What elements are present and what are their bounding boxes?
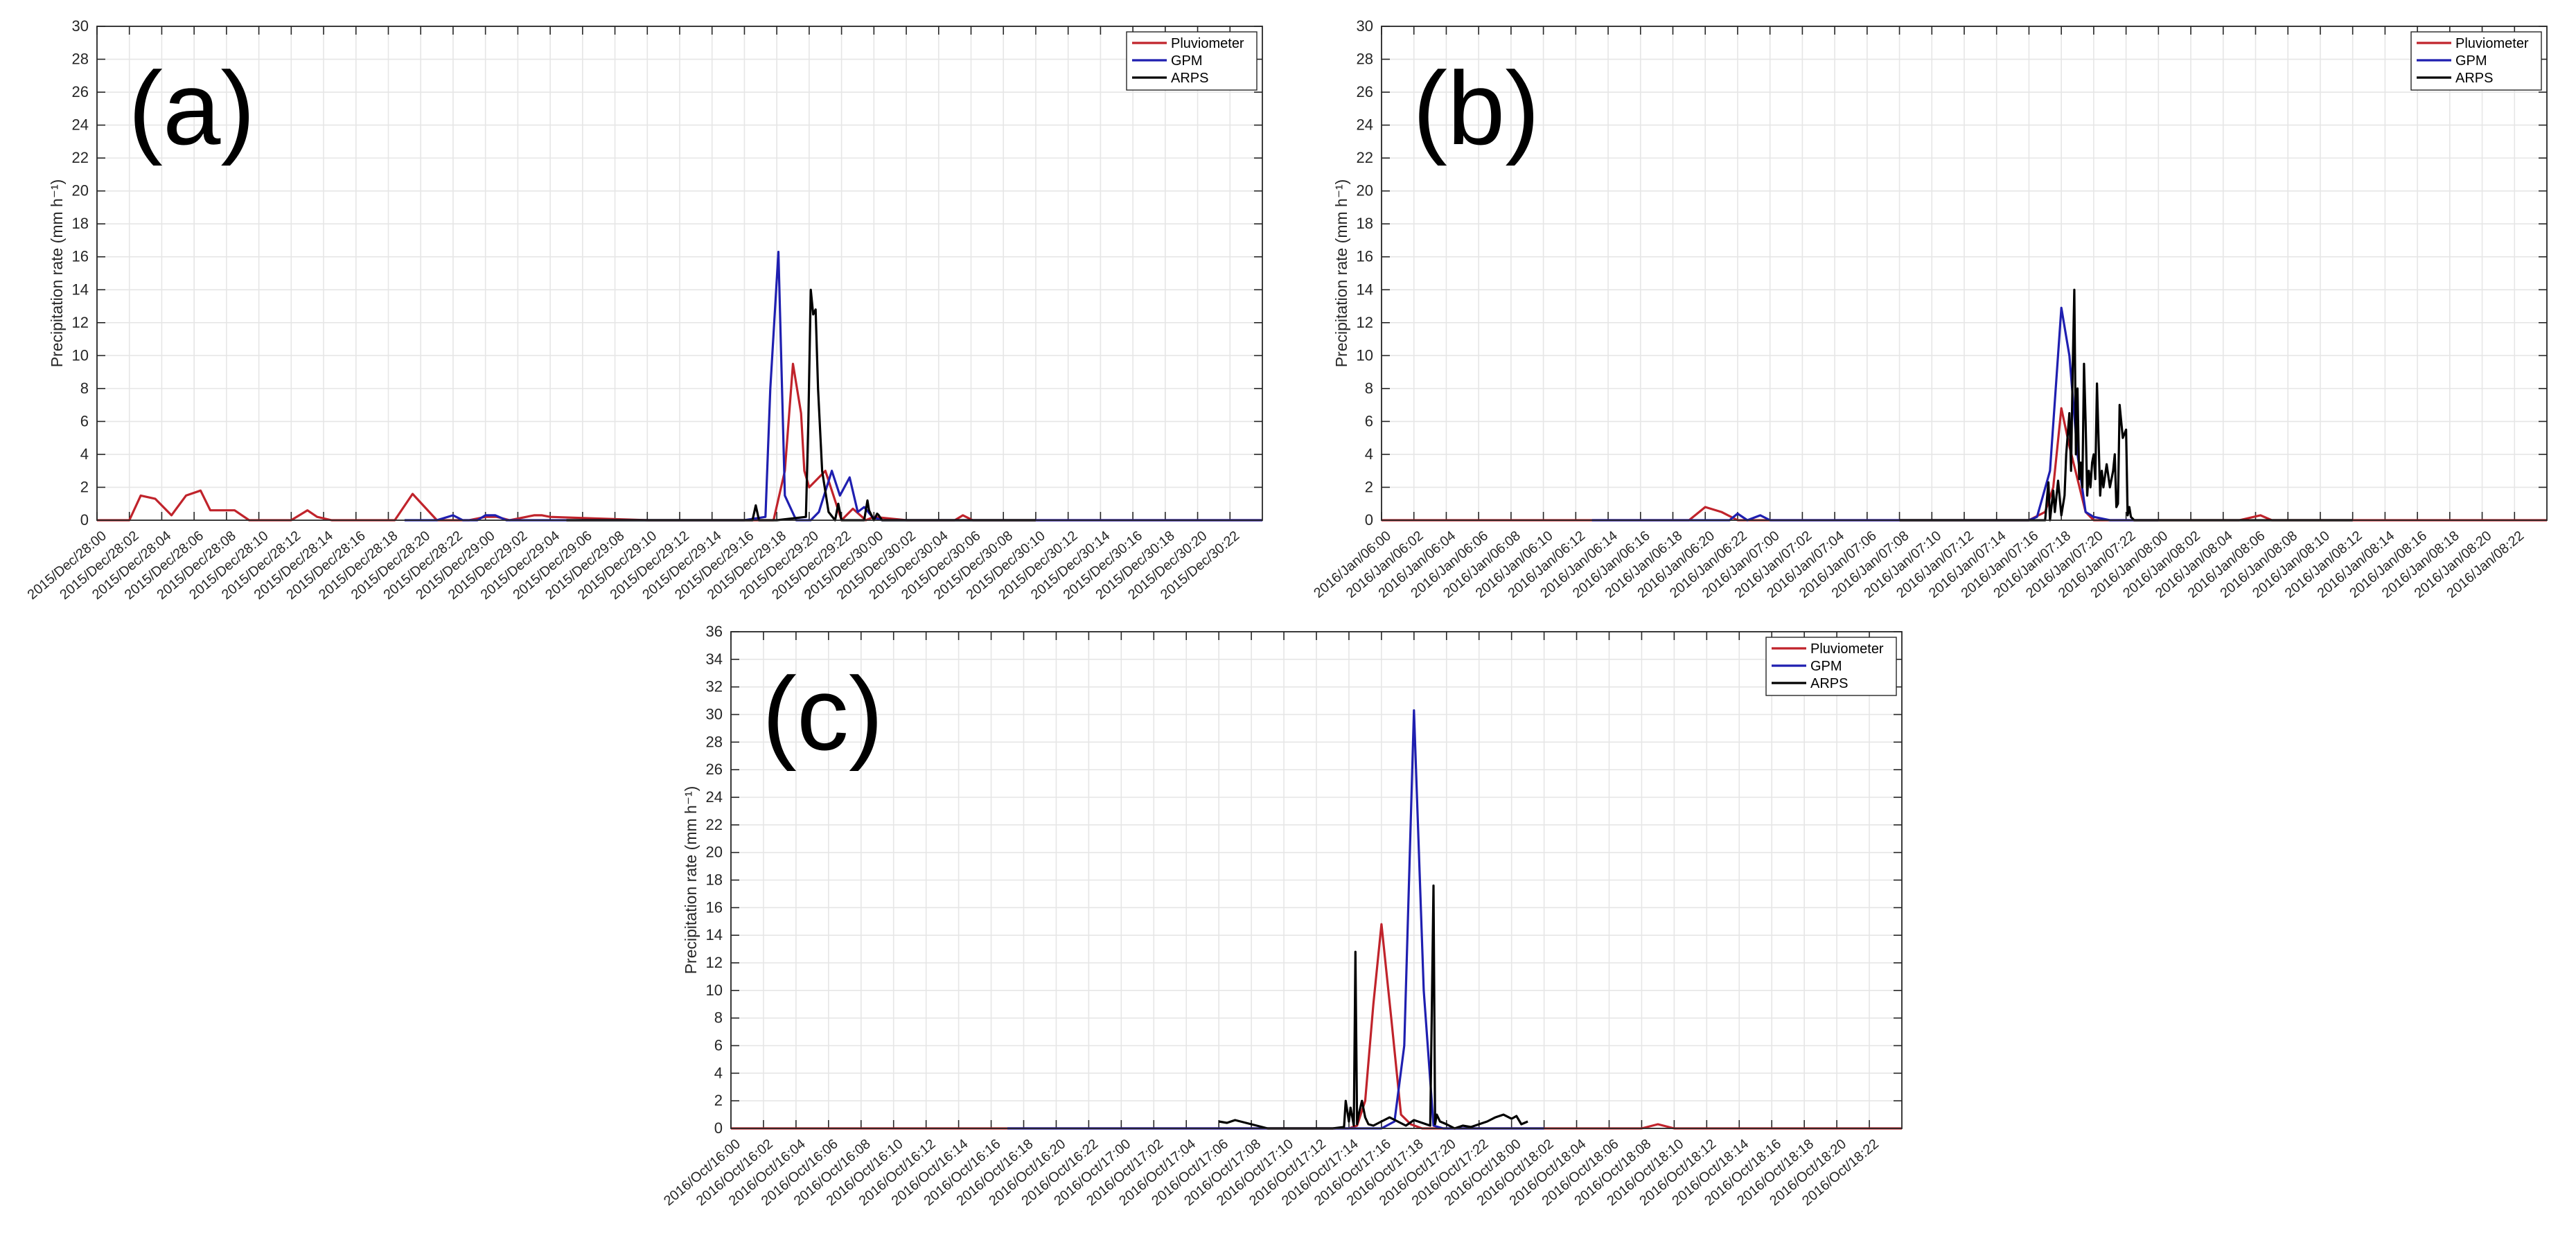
legend: Pluviometer GPM ARPS xyxy=(1765,637,1897,696)
y-tick-label: 26 xyxy=(72,83,89,100)
y-tick-label: 2 xyxy=(80,478,89,495)
y-tick-label: 34 xyxy=(706,650,723,668)
chart-panel-b: 0246810121416182022242628302016/Jan/06:0… xyxy=(1311,17,2548,601)
y-tick-label: 26 xyxy=(1357,83,1373,100)
y-tick-label: 24 xyxy=(706,788,723,806)
legend: Pluviometer GPM ARPS xyxy=(1126,31,1258,91)
y-tick-label: 0 xyxy=(80,511,89,529)
y-tick-label: 4 xyxy=(1365,445,1373,463)
legend-label-gpm: GPM xyxy=(1171,53,1203,69)
y-tick-label: 16 xyxy=(706,898,723,916)
y-tick-label: 18 xyxy=(1357,215,1373,232)
legend: Pluviometer GPM ARPS xyxy=(2410,31,2542,91)
y-tick-label: 12 xyxy=(72,314,89,331)
y-tick-label: 10 xyxy=(72,346,89,364)
x-axis: 2016/Jan/06:002016/Jan/06:022016/Jan/06:… xyxy=(1311,26,2527,601)
y-tick-label: 6 xyxy=(714,1037,723,1054)
y-tick-label: 14 xyxy=(72,281,89,298)
grid xyxy=(96,26,1262,521)
y-tick-label: 0 xyxy=(1365,511,1373,529)
y-tick-label: 14 xyxy=(706,926,723,943)
y-tick-label: 22 xyxy=(1357,149,1373,166)
legend-label-gpm: GPM xyxy=(2455,53,2487,69)
y-tick-label: 16 xyxy=(72,248,89,265)
y-tick-label: 8 xyxy=(80,380,89,397)
series-line-gpm xyxy=(404,251,1262,522)
y-axis-label: Precipitation rate (mm h⁻¹) xyxy=(682,786,700,975)
legend-label-arps: ARPS xyxy=(1810,676,1848,691)
y-tick-label: 20 xyxy=(706,844,723,861)
x-axis: 2015/Dec/28:002015/Dec/28:022015/Dec/28:… xyxy=(25,26,1242,603)
y-tick-label: 32 xyxy=(706,678,723,695)
y-tick-label: 30 xyxy=(706,706,723,723)
y-tick-label: 4 xyxy=(80,445,89,463)
y-tick-label: 22 xyxy=(706,816,723,833)
y-axis-label: Precipitation rate (mm h⁻¹) xyxy=(1332,179,1350,368)
y-tick-label: 22 xyxy=(72,149,89,166)
y-tick-label: 10 xyxy=(1357,346,1373,364)
series-line-pluviometer xyxy=(731,923,1902,1130)
y-tick-label: 8 xyxy=(1365,380,1373,397)
legend-label-gpm: GPM xyxy=(1810,659,1842,674)
series-line-arps xyxy=(1899,288,2353,522)
y-tick-label: 20 xyxy=(72,182,89,199)
y-tick-label: 20 xyxy=(1357,182,1373,199)
axes-frame xyxy=(1381,26,2548,521)
y-tick-label: 4 xyxy=(714,1064,723,1081)
y-tick-label: 6 xyxy=(1365,412,1373,429)
y-tick-label: 26 xyxy=(706,761,723,778)
series-line-gpm xyxy=(1007,709,1544,1130)
y-tick-label: 28 xyxy=(1357,51,1373,68)
y-tick-label: 2 xyxy=(714,1092,723,1109)
y-tick-label: 12 xyxy=(1357,314,1373,331)
legend-label-arps: ARPS xyxy=(2455,71,2493,86)
series-line-arps xyxy=(566,288,1036,522)
y-tick-label: 10 xyxy=(706,982,723,999)
y-tick-label: 30 xyxy=(72,17,89,35)
axes-frame xyxy=(730,631,1903,1129)
legend-label-arps: ARPS xyxy=(1171,71,1208,86)
y-tick-label: 6 xyxy=(80,412,89,429)
legend-label-pluviometer: Pluviometer xyxy=(2455,36,2529,51)
panel-label: (c) xyxy=(762,655,883,772)
panel-label: (b) xyxy=(1413,50,1540,166)
y-tick-label: 28 xyxy=(706,733,723,750)
y-tick-label: 24 xyxy=(1357,116,1373,134)
y-tick-label: 28 xyxy=(72,51,89,68)
y-tick-label: 14 xyxy=(1357,281,1373,298)
legend-label-pluviometer: Pluviometer xyxy=(1810,641,1884,657)
y-tick-label: 12 xyxy=(706,954,723,971)
chart-panel-a: 0246810121416182022242628302015/Dec/28:0… xyxy=(25,17,1263,603)
grid xyxy=(1381,26,2547,521)
y-tick-label: 18 xyxy=(706,871,723,889)
axes-frame xyxy=(96,26,1263,521)
y-tick-label: 16 xyxy=(1357,248,1373,265)
y-tick-label: 30 xyxy=(1357,17,1373,35)
y-tick-label: 2 xyxy=(1365,478,1373,495)
y-tick-label: 36 xyxy=(706,623,723,640)
chart-panel-c: 0246810121416182022242628303234362016/Oc… xyxy=(661,623,1903,1209)
panel-label: (a) xyxy=(128,50,255,166)
y-tick-label: 8 xyxy=(714,1009,723,1027)
y-tick-label: 24 xyxy=(72,116,89,134)
y-tick-label: 0 xyxy=(714,1119,723,1137)
y-tick-label: 18 xyxy=(72,215,89,232)
legend-label-pluviometer: Pluviometer xyxy=(1171,36,1244,51)
y-axis-label: Precipitation rate (mm h⁻¹) xyxy=(48,179,66,368)
grid xyxy=(730,631,1902,1129)
